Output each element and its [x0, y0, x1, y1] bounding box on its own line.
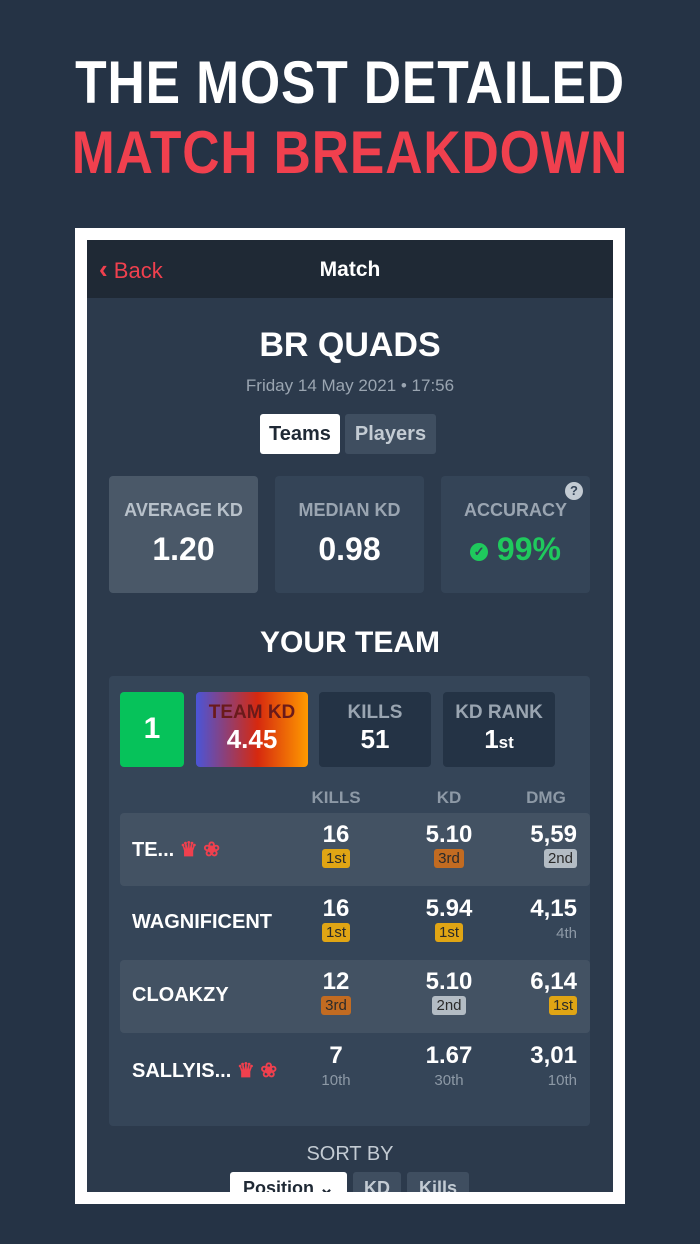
kd-rank-value: 1	[484, 724, 499, 754]
player-row[interactable]: WAGNIFICENT 16 1st 5.94 1st 4,15 4th	[120, 887, 590, 960]
rank-badge: 1st	[321, 922, 350, 942]
average-kd-card: AVERAGE KD 1.20	[109, 476, 258, 593]
kd-rank-label: KD RANK	[455, 702, 543, 723]
rank-badge: 10th	[321, 1071, 351, 1089]
stat-label: MEDIAN KD	[298, 500, 401, 520]
col-kills[interactable]: KILLS	[311, 788, 361, 807]
match-date: Friday 14 May 2021 • 17:56	[245, 376, 455, 395]
kd-value: 5.10	[425, 821, 473, 848]
stat-value: 0.98	[318, 531, 381, 567]
your-team-heading: YOUR TEAM	[260, 626, 440, 659]
kills-value: 12	[322, 968, 350, 995]
rank-badge: 4th	[556, 924, 577, 942]
kd-rank-card: KD RANK 1st	[443, 692, 555, 767]
stat-value: 1.20	[152, 531, 215, 567]
crown-icon: ♛	[236, 1059, 255, 1082]
rank-badge: 3rd	[434, 849, 464, 868]
chevron-left-icon: ‹	[99, 254, 108, 284]
col-kd[interactable]: KD	[436, 788, 462, 807]
sort-position-label: Position	[242, 1178, 314, 1192]
dmg-value: 4,15	[530, 894, 577, 922]
rank-badge: 2nd	[543, 849, 577, 868]
player-name: TE...	[132, 839, 175, 861]
rank-badge: 30th	[434, 1071, 464, 1089]
team-kd-value: 4.45	[226, 724, 278, 754]
team-kd-card: TEAM KD 4.45	[196, 692, 308, 767]
player-row[interactable]: SALLYIS... ♛ ❀ 7 10th 1.67 30th 3,01 10th	[120, 1034, 590, 1107]
player-row[interactable]: CLOAKZY 12 3rd 5.10 2nd 6,14 1st	[120, 960, 590, 1033]
help-icon[interactable]: ?	[565, 482, 583, 500]
nav-header: ‹ Back Match	[87, 240, 613, 298]
dmg-value: 5,59	[530, 821, 577, 848]
player-name-wrap: WAGNIFICENT	[132, 911, 272, 934]
kd-value: 5.10	[425, 968, 473, 995]
placement-badge: 1	[120, 692, 184, 767]
player-name: SALLYIS...	[132, 1059, 232, 1082]
rank-badge: 3rd	[321, 996, 351, 1015]
back-label: Back	[113, 258, 163, 283]
col-dmg[interactable]: DMG	[526, 788, 566, 807]
stat-label: ACCURACY	[464, 500, 567, 520]
median-kd-card: MEDIAN KD 0.98	[275, 476, 424, 593]
match-mode: BR QUADS	[259, 326, 441, 364]
accuracy-card: ? ACCURACY ✓ 99%	[441, 476, 590, 593]
rank-badge: 1st	[548, 996, 577, 1015]
player-name-wrap: SALLYIS... ♛ ❀	[132, 1058, 277, 1083]
stat-value: 99%	[496, 531, 561, 567]
kd-value: 1.67	[425, 1041, 473, 1069]
rank-badge: 10th	[547, 1071, 577, 1089]
rank-badge: 1st	[321, 849, 350, 868]
dmg-value: 6,14	[530, 968, 577, 995]
kd-rank-suffix: st	[498, 733, 514, 752]
kills-value: 16	[322, 894, 350, 922]
hero-line-2: MATCH BREAKDOWN	[71, 119, 629, 186]
sort-by-label: SORT BY	[306, 1143, 394, 1165]
app-screen: ‹ Back Match BR QUADS Friday 14 May 2021…	[87, 240, 613, 1192]
team-kills-card: KILLS 51	[319, 692, 431, 767]
player-name: WAGNIFICENT	[132, 910, 272, 933]
player-name: CLOAKZY	[132, 984, 229, 1006]
hero-line-1: THE MOST DETAILED	[75, 49, 625, 116]
kd-value: 5.94	[425, 894, 473, 922]
crown-icon: ♛	[179, 839, 198, 861]
sort-position-button[interactable]: Position ⌄	[230, 1172, 347, 1192]
platform-icon: ❀	[203, 839, 221, 861]
player-name-wrap: CLOAKZY	[132, 984, 229, 1007]
player-name-wrap: TE... ♛ ❀	[132, 837, 220, 862]
sort-kills-button[interactable]: Kills	[407, 1172, 469, 1192]
kills-value: 16	[322, 821, 350, 848]
team-panel: 1 TEAM KD 4.45 KILLS 51 KD RANK 1st	[109, 676, 590, 1126]
rank-badge: 2nd	[432, 996, 466, 1015]
dmg-value: 3,01	[530, 1041, 577, 1069]
team-kd-label: TEAM KD	[208, 702, 296, 723]
kills-value: 7	[329, 1041, 343, 1069]
chevron-down-icon: ⌄	[318, 1178, 335, 1192]
kills-value: 51	[360, 724, 390, 754]
sort-kd-button[interactable]: KD	[353, 1172, 401, 1192]
platform-icon: ❀	[260, 1059, 278, 1082]
back-button[interactable]: ‹ Back	[99, 254, 163, 285]
tab-players[interactable]: Players	[345, 414, 436, 454]
rank-badge: 1st	[434, 922, 463, 942]
kills-label: KILLS	[347, 702, 403, 723]
tab-teams[interactable]: Teams	[260, 414, 340, 454]
page-title: Match	[319, 258, 381, 281]
player-row[interactable]: TE... ♛ ❀ 16 1st 5.10 3rd 5,59 2nd	[120, 813, 590, 886]
check-circle-icon: ✓	[470, 542, 489, 561]
stat-label: AVERAGE KD	[124, 500, 243, 520]
